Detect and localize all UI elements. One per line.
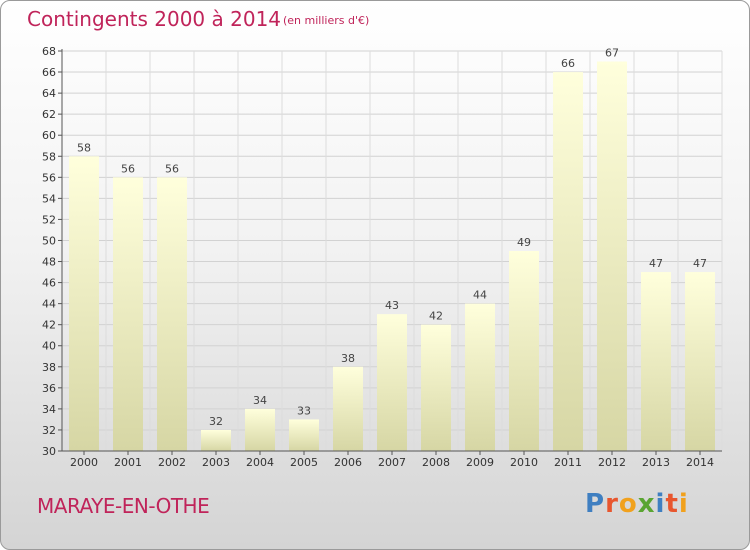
y-tick-label: 30	[42, 445, 56, 458]
y-tick-label: 42	[42, 319, 56, 332]
data-label: 58	[77, 141, 91, 154]
y-tick-label: 66	[42, 66, 56, 79]
y-tick-label: 48	[42, 256, 56, 269]
bar	[553, 72, 583, 451]
y-tick-label: 50	[42, 234, 56, 247]
x-tick-label: 2003	[202, 456, 230, 469]
x-tick-label: 2007	[378, 456, 406, 469]
x-tick-label: 2006	[334, 456, 362, 469]
y-tick-label: 56	[42, 171, 56, 184]
data-label: 56	[121, 162, 135, 175]
x-tick-label: 2012	[598, 456, 626, 469]
axes	[58, 49, 722, 455]
data-label: 66	[561, 57, 575, 70]
y-tick-label: 54	[42, 192, 56, 205]
data-label: 47	[693, 257, 707, 270]
y-tick-label: 62	[42, 108, 56, 121]
y-tick-label: 68	[42, 45, 56, 58]
proxiti-logo: Proxiti	[585, 489, 689, 519]
data-label: 56	[165, 162, 179, 175]
y-tick-label: 60	[42, 129, 56, 142]
logo-letter: i	[678, 489, 689, 519]
data-label: 44	[473, 289, 487, 302]
data-label: 38	[341, 352, 355, 365]
bars	[69, 61, 715, 452]
bar	[377, 314, 407, 451]
data-label: 33	[297, 404, 311, 417]
data-label: 34	[253, 394, 267, 407]
logo-letter: t	[665, 489, 679, 519]
logo-letter: r	[605, 489, 619, 519]
x-tick-label: 2013	[642, 456, 670, 469]
bar	[113, 177, 143, 451]
y-tick-label: 40	[42, 340, 56, 353]
bar	[289, 419, 319, 451]
data-label: 47	[649, 257, 663, 270]
y-tick-label: 44	[42, 298, 56, 311]
y-tick-label: 36	[42, 382, 56, 395]
x-tick-label: 2000	[70, 456, 98, 469]
bar	[421, 324, 451, 451]
y-tick-label: 52	[42, 213, 56, 226]
y-tick-label: 64	[42, 87, 56, 100]
town-name: MARAYE-EN-OTHE	[37, 494, 210, 518]
logo-letter: x	[637, 489, 656, 519]
y-tick-label: 46	[42, 277, 56, 290]
data-label: 32	[209, 415, 223, 428]
chart-subtitle: (en milliers d'€)	[283, 14, 370, 27]
y-tick-label: 58	[42, 150, 56, 163]
y-tick-label: 38	[42, 361, 56, 374]
bar	[641, 272, 671, 451]
bar	[509, 251, 539, 451]
x-tick-label: 2004	[246, 456, 274, 469]
data-label: 49	[517, 236, 531, 249]
logo-letter: i	[655, 489, 666, 519]
x-tick-label: 2010	[510, 456, 538, 469]
x-tick-label: 2008	[422, 456, 450, 469]
bar	[157, 177, 187, 451]
data-label: 43	[385, 299, 399, 312]
x-tick-label: 2011	[554, 456, 582, 469]
bar	[245, 408, 275, 451]
bar	[201, 429, 231, 451]
chart-title: Contingents 2000 à 2014	[27, 7, 282, 31]
x-tick-label: 2001	[114, 456, 142, 469]
x-tick-label: 2009	[466, 456, 494, 469]
data-label: 67	[605, 47, 619, 60]
y-tick-label: 34	[42, 403, 56, 416]
bar	[597, 61, 627, 452]
logo-letter: o	[618, 489, 638, 519]
y-tick-label: 32	[42, 424, 56, 437]
x-tick-label: 2014	[686, 456, 714, 469]
logo-letter: P	[585, 489, 606, 519]
data-label: 42	[429, 310, 443, 323]
labels: 30 32 34 36 38 40 42 44 46 48 50 52 54 56 58 60 62 64 66 68…	[42, 45, 714, 469]
bar	[685, 272, 715, 451]
x-tick-label: 2002	[158, 456, 186, 469]
bar	[333, 366, 363, 451]
bar	[465, 303, 495, 451]
bar	[69, 156, 99, 451]
x-tick-label: 2005	[290, 456, 318, 469]
